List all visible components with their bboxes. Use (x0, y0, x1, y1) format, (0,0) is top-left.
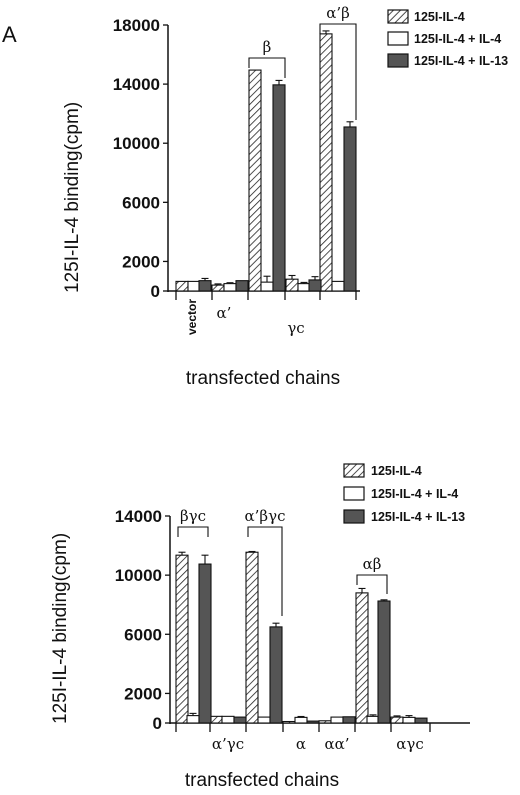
y-tick-label: 0 (151, 282, 160, 301)
bar (223, 283, 237, 292)
bar (198, 280, 212, 292)
x-axis-label-bottom: transfected chains (185, 770, 339, 791)
category-label: γc (287, 319, 304, 337)
bar (272, 84, 286, 292)
legend-swatch-filled (387, 53, 409, 68)
legend-label-3: 125I-IL-4 + IL-13 (371, 510, 465, 524)
y-axis-label-top: 125I-IL-4 binding(cpm) (62, 102, 83, 293)
panel-label: A (2, 22, 17, 47)
bracket-label: αβ (363, 555, 382, 573)
bar (319, 33, 333, 292)
bar (308, 279, 322, 292)
y-tick-label: 6000 (122, 193, 160, 212)
bar (342, 716, 356, 724)
bar (233, 716, 247, 724)
legend-top: 125I-IL-4 125I-IL-4 + IL-4 125I-IL-4 + I… (387, 9, 508, 68)
bracket (248, 57, 286, 68)
bar (186, 715, 200, 724)
bracket (177, 526, 209, 537)
legend-swatch-hatched (387, 9, 409, 24)
bar (390, 716, 404, 724)
bar (221, 715, 235, 724)
bar (260, 281, 274, 292)
category-label: αγc (396, 735, 424, 753)
bracket (247, 526, 283, 537)
y-tick-label: 6000 (124, 625, 162, 644)
bracket (319, 23, 357, 34)
legend-label-3: 125I-IL-4 + IL-13 (414, 54, 508, 68)
bar (402, 716, 416, 724)
bar (245, 551, 259, 724)
legend-label-2: 125I-IL-4 + IL-4 (414, 32, 501, 46)
bar (175, 554, 189, 724)
bar (306, 720, 320, 724)
legend-bottom: 125I-IL-4 125I-IL-4 + IL-4 125I-IL-4 + I… (343, 463, 465, 524)
category-label: α’ (217, 304, 232, 322)
bar (366, 715, 380, 724)
category-label: vector (185, 299, 199, 335)
legend-swatch-filled (343, 509, 365, 524)
bracket-label: β (263, 38, 272, 56)
legend-swatch-open (387, 31, 409, 46)
bar (209, 715, 223, 724)
category-label: αα’ (324, 735, 349, 753)
legend-label-2: 125I-IL-4 + IL-4 (371, 487, 458, 501)
bar (175, 280, 189, 292)
bar (248, 69, 262, 292)
bar (269, 626, 283, 724)
y-tick-label: 14000 (113, 75, 160, 94)
legend-swatch-open (343, 486, 365, 501)
y-tick-label: 2000 (124, 684, 162, 703)
bar (211, 284, 225, 292)
bar (257, 716, 271, 724)
bar (198, 563, 212, 724)
bracket (356, 574, 388, 585)
bar (187, 280, 201, 292)
bracket-label: α’βγc (245, 507, 286, 525)
x-axis-label-top: transfected chains (186, 368, 340, 389)
bar (285, 278, 299, 292)
chart-top: 0 2000 6000 10000 14000 18000 vector α’ γc β α’β (113, 4, 360, 337)
bar (355, 592, 369, 724)
y-tick-label: 10000 (113, 134, 160, 153)
bar (297, 283, 311, 292)
y-tick-label: 10000 (115, 566, 162, 585)
bracket-label: βγc (180, 507, 206, 525)
bar (343, 126, 357, 292)
chart-bottom: 0 2000 6000 10000 14000 α’γc α αα’ αγc βγc α’βγc αβ (115, 507, 470, 753)
bar (377, 600, 391, 724)
y-tick-label: 14000 (115, 507, 162, 526)
bar (330, 716, 344, 724)
bar (414, 717, 428, 724)
bar (294, 716, 308, 724)
bar (318, 720, 332, 724)
bracket-label: α’β (326, 4, 350, 22)
category-label: α’γc (212, 735, 244, 753)
legend-label-1: 125I-IL-4 (414, 10, 465, 24)
bar (331, 280, 345, 292)
y-tick-label: 18000 (113, 16, 160, 35)
y-axis-label-bottom: 125I-IL-4 binding(cpm) (50, 533, 71, 724)
legend-swatch-hatched (343, 463, 365, 478)
y-tick-label: 2000 (122, 252, 160, 271)
category-label: α (296, 735, 306, 753)
y-tick-label: 0 (153, 714, 162, 733)
bar (235, 280, 249, 292)
legend-label-1: 125I-IL-4 (371, 464, 422, 478)
bar (282, 720, 296, 724)
